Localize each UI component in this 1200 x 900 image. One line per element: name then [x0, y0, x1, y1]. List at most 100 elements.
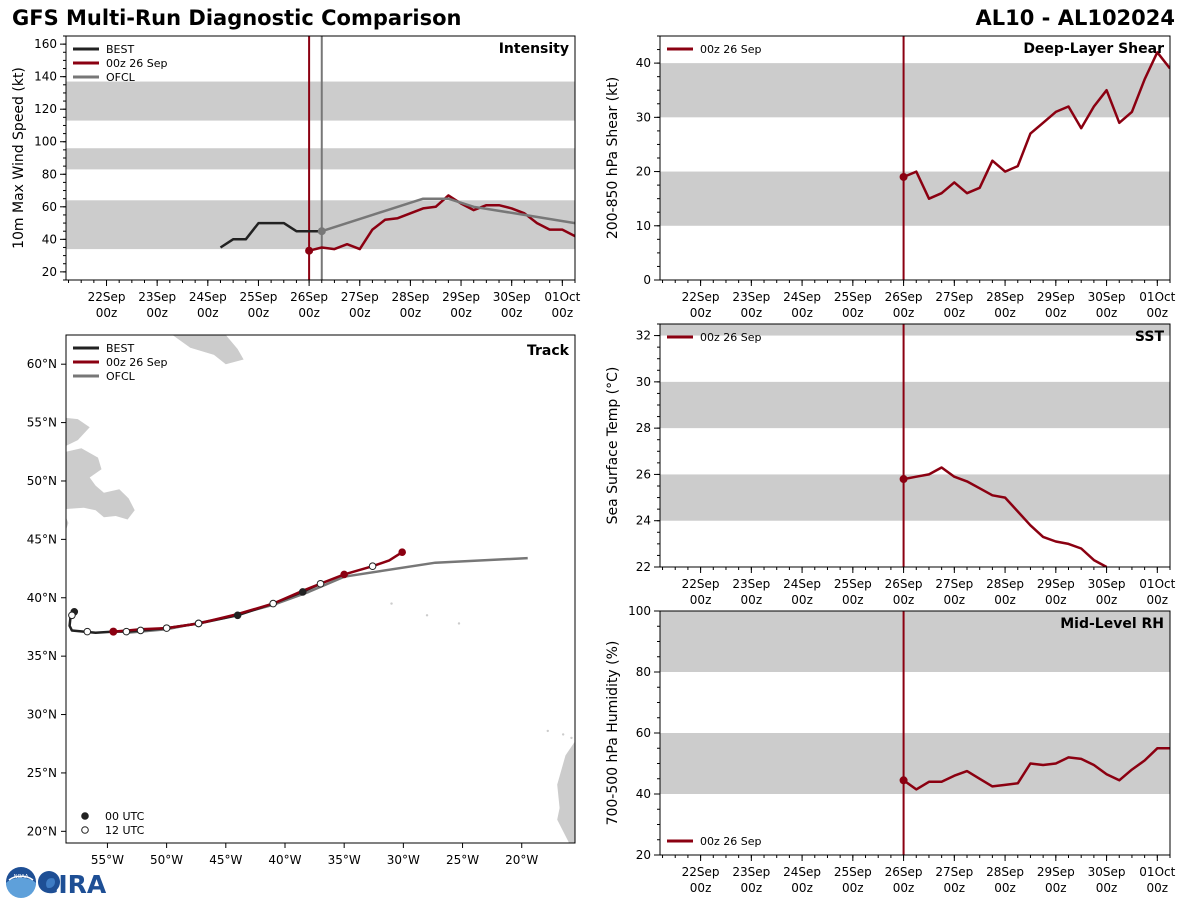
y-axis-label-sst: Sea Surface Temp (°C) [605, 367, 621, 525]
x-tick-hour-rh: 00z [842, 881, 864, 895]
y-tick-label-intensity: 160 [34, 37, 57, 51]
x-tick-day-shear: 25Sep [834, 290, 872, 304]
x-tick-hour-rh: 00z [1096, 881, 1118, 895]
y-tick-label-shear: 30 [636, 110, 651, 124]
y-tick-label-sst: 22 [636, 560, 651, 574]
lat-tick-label: 35°N [27, 649, 57, 663]
x-tick-day-intensity: 22Sep [88, 290, 126, 304]
track-point-best [298, 588, 307, 596]
x-tick-day-sst: 24Sep [783, 577, 821, 591]
x-tick-day-shear: 22Sep [682, 290, 720, 304]
x-tick-hour-shear: 00z [1147, 306, 1169, 320]
x-tick-day-shear: 28Sep [986, 290, 1024, 304]
land-newfoundland [66, 448, 135, 520]
series-line-intensity-ofcl [321, 197, 575, 233]
x-tick-hour-sst: 00z [1096, 593, 1118, 607]
legend-label-sst-run: 00z 26 Sep [700, 331, 762, 344]
y-tick-label-sst: 24 [636, 514, 651, 528]
panel-sst: 22 24 26 28 30 32 22Sep 00z 23Sep 00z 24Sep 00z 25Se… [605, 323, 1176, 607]
series-start-point-sst-run [899, 475, 908, 484]
x-tick-hour-intensity: 00z [146, 306, 168, 320]
lat-tick-label: 50°N [27, 474, 57, 488]
x-tick-hour-intensity: 00z [501, 306, 523, 320]
frame-rh [659, 610, 1171, 856]
legend-label-track-ofcl: OFCL [106, 370, 136, 383]
band-rh-0 [660, 733, 1170, 794]
x-tick-day-sst: 23Sep [732, 577, 770, 591]
x-tick-day-rh: 29Sep [1037, 865, 1075, 879]
x-tick-day-shear: 29Sep [1037, 290, 1075, 304]
land-greenland-tip [172, 335, 244, 365]
y-tick-label-shear: 20 [636, 165, 651, 179]
band-sst-0 [660, 474, 1170, 521]
x-tick-hour-sst: 00z [994, 593, 1016, 607]
x-tick-hour-sst: 00z [842, 593, 864, 607]
x-tick-hour-intensity: 00z [197, 306, 219, 320]
x-tick-day-shear: 01Oct [1139, 290, 1175, 304]
x-tick-day-rh: 23Sep [732, 865, 770, 879]
track-point-best [122, 627, 131, 636]
x-tick-day-rh: 27Sep [935, 865, 973, 879]
land-island [457, 622, 461, 625]
series-start-point-intensity-ofcl [317, 227, 326, 236]
x-tick-hour-sst: 00z [893, 593, 915, 607]
noaa-logo-text: NOAA [14, 874, 29, 880]
y-tick-label-rh: 40 [636, 787, 651, 801]
x-tick-hour-shear: 00z [944, 306, 966, 320]
y-tick-label-intensity: 20 [42, 265, 57, 279]
plot-area-sst [660, 324, 1170, 567]
x-tick-day-intensity: 01Oct [544, 290, 580, 304]
x-tick-hour-rh: 00z [944, 881, 966, 895]
panel-intensity: 20 40 60 80 100 120 140 160 22Sep 00z 23Sep 00z 24Se… [11, 35, 581, 320]
x-tick-day-sst: 22Sep [682, 577, 720, 591]
y-axis-label-intensity: 10m Max Wind Speed (kt) [11, 67, 27, 249]
y-tick-label-sst: 28 [636, 421, 651, 435]
figure-title: GFS Multi-Run Diagnostic Comparison [12, 6, 462, 30]
x-tick-hour-intensity: 00z [96, 306, 118, 320]
x-tick-hour-intensity: 00z [248, 306, 270, 320]
lon-tick-label: 55°W [91, 853, 124, 867]
x-tick-hour-shear: 00z [690, 306, 712, 320]
cira-logo-icon: CIRA [38, 870, 107, 898]
track-point-best [233, 611, 242, 620]
y-tick-label-intensity: 40 [42, 232, 57, 246]
y-tick-label-shear: 10 [636, 219, 651, 233]
marker-legend-label: 00 UTC [105, 810, 145, 823]
lon-tick-label: 20°W [505, 853, 538, 867]
x-tick-hour-rh: 00z [791, 881, 813, 895]
track-start-point-run [109, 627, 118, 636]
y-tick-label-rh: 80 [636, 665, 651, 679]
lat-tick-label: 25°N [27, 766, 57, 780]
x-tick-hour-intensity: 00z [450, 306, 472, 320]
land-africa [557, 741, 575, 843]
x-tick-day-rh: 24Sep [783, 865, 821, 879]
lon-tick-label: 45°W [209, 853, 242, 867]
legend-label-rh-run: 00z 26 Sep [700, 835, 762, 848]
marker-legend-symbol [81, 826, 89, 834]
panel-track: 55°W 50°W 45°W 40°W 35°W 30°W 25°W 20°W 20°N 25°N… [27, 334, 576, 867]
cira-logo-text: CIRA [40, 870, 107, 898]
x-tick-hour-sst: 00z [741, 593, 763, 607]
x-tick-day-sst: 29Sep [1037, 577, 1075, 591]
y-tick-label-sst: 32 [636, 329, 651, 343]
y-tick-label-intensity: 80 [42, 167, 57, 181]
legend-label-intensity-run: 00z 26 Sep [106, 57, 168, 70]
y-tick-label-intensity: 60 [42, 200, 57, 214]
x-tick-day-intensity: 29Sep [442, 290, 480, 304]
x-tick-day-intensity: 26Sep [290, 290, 328, 304]
lat-tick-label: 20°N [27, 824, 57, 838]
x-tick-hour-sst: 00z [791, 593, 813, 607]
panel-shear: 0 10 20 30 40 22Sep 00z 23Sep 00z 24Sep 00z 25Sep 00… [605, 35, 1176, 320]
frame-track [65, 334, 576, 844]
plot-area-intensity [66, 36, 575, 280]
legend-label-intensity-ofcl: OFCL [106, 71, 136, 84]
lon-tick-label: 35°W [328, 853, 361, 867]
track-line-ofcl [126, 556, 528, 635]
track-point-best [83, 627, 92, 636]
lon-tick-label: 50°W [150, 853, 183, 867]
lat-tick-label: 40°N [27, 591, 57, 605]
marker-legend-symbol [81, 812, 89, 820]
storm-id-title: AL10 - AL102024 [975, 6, 1176, 30]
